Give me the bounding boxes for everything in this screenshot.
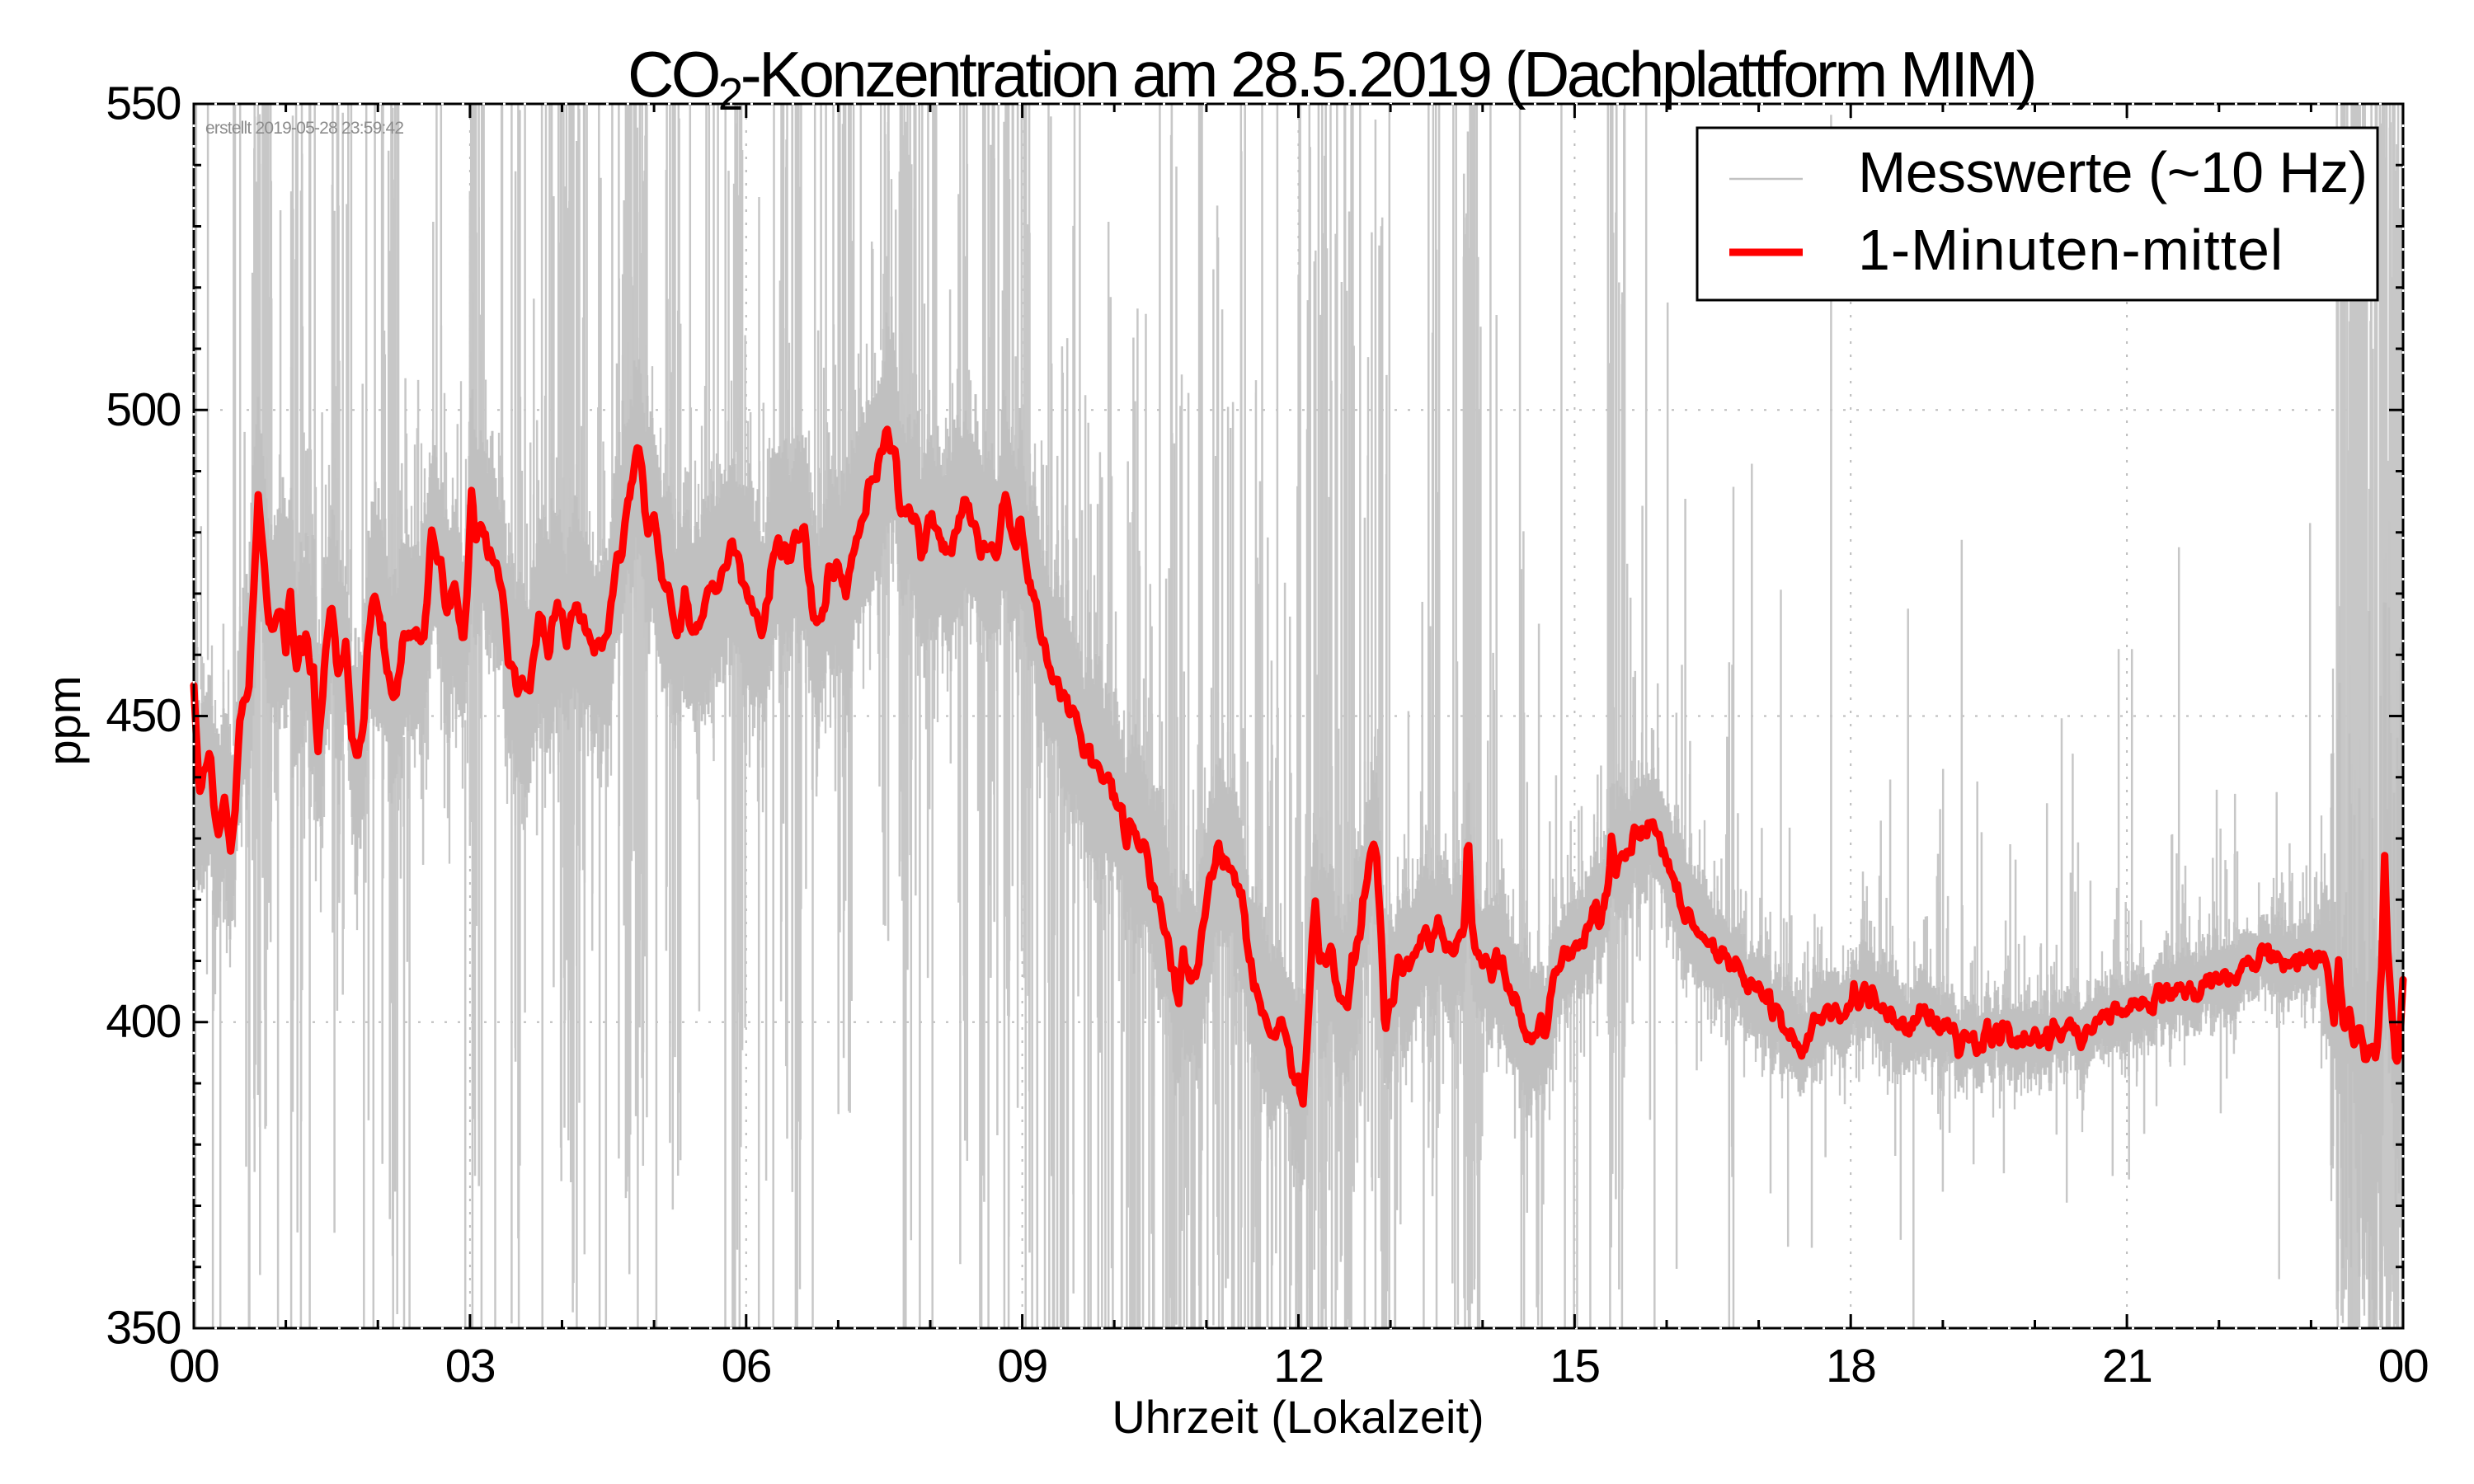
svg-text:ppm: ppm xyxy=(38,676,90,766)
svg-text:350: 350 xyxy=(106,1302,181,1355)
svg-text:06: 06 xyxy=(722,1340,771,1392)
svg-text:00: 00 xyxy=(2378,1340,2428,1392)
svg-text:12: 12 xyxy=(1273,1340,1323,1392)
svg-text:550: 550 xyxy=(106,77,181,130)
svg-text:03: 03 xyxy=(445,1340,495,1392)
svg-text:CO2-Konzentration am 28.5.2019: CO2-Konzentration am 28.5.2019 (Dachplat… xyxy=(628,38,2034,120)
svg-text:18: 18 xyxy=(1826,1340,1875,1392)
svg-text:450: 450 xyxy=(106,689,181,742)
svg-text:1-Minuten-mittel: 1-Minuten-mittel xyxy=(1858,218,2284,282)
svg-text:15: 15 xyxy=(1550,1340,1599,1392)
svg-text:400: 400 xyxy=(106,995,181,1048)
svg-text:09: 09 xyxy=(997,1340,1047,1392)
svg-text:500: 500 xyxy=(106,383,181,436)
svg-text:Messwerte (~10 Hz): Messwerte (~10 Hz) xyxy=(1858,140,2367,204)
svg-text:erstellt 2019-05-28 23:59:42: erstellt 2019-05-28 23:59:42 xyxy=(205,119,403,138)
svg-text:Uhrzeit (Lokalzeit): Uhrzeit (Lokalzeit) xyxy=(1112,1391,1484,1443)
svg-text:00: 00 xyxy=(169,1340,219,1392)
svg-text:21: 21 xyxy=(2102,1340,2152,1392)
